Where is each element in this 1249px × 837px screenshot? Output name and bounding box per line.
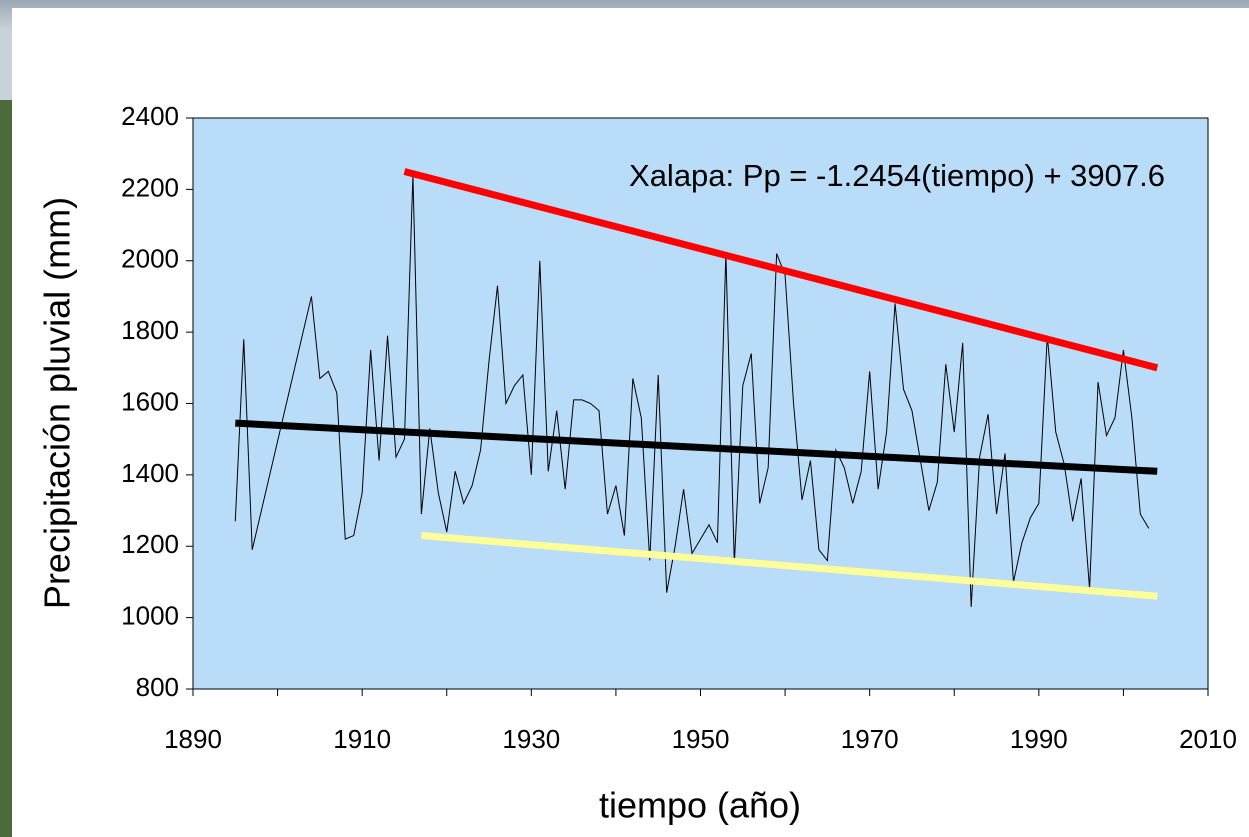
x-tick-label: 1950 [672, 724, 730, 754]
y-tick-label: 800 [136, 672, 179, 702]
background-strip [0, 100, 14, 837]
x-tick-label: 1970 [841, 724, 899, 754]
y-tick-label: 1000 [121, 601, 179, 631]
y-tick-label: 1600 [121, 386, 179, 416]
x-tick-label: 1990 [1010, 724, 1068, 754]
x-axis-label: tiempo (año) [599, 785, 801, 826]
y-tick-label: 2200 [121, 172, 179, 202]
series-line [421, 532, 1158, 600]
y-tick-label: 1800 [121, 315, 179, 345]
y-tick-label: 2000 [121, 244, 179, 274]
series-line [403, 168, 1159, 372]
series-line [235, 419, 1158, 475]
x-tick-label: 2010 [1179, 724, 1237, 754]
y-tick-label: 1200 [121, 529, 179, 559]
series-line [234, 175, 1150, 607]
x-tick-label: 1890 [164, 724, 222, 754]
x-tick-label: 1930 [502, 724, 560, 754]
y-tick-label: 2400 [121, 101, 179, 131]
annotation: Xalapa: Pp = -1.2454(tiempo) + 3907.6 [629, 158, 1165, 193]
y-tick-label: 1400 [121, 458, 179, 488]
plot-area [192, 117, 1209, 690]
y-axis-label: Precipitación pluvial (mm) [37, 197, 78, 609]
x-tick-label: 1910 [333, 724, 391, 754]
